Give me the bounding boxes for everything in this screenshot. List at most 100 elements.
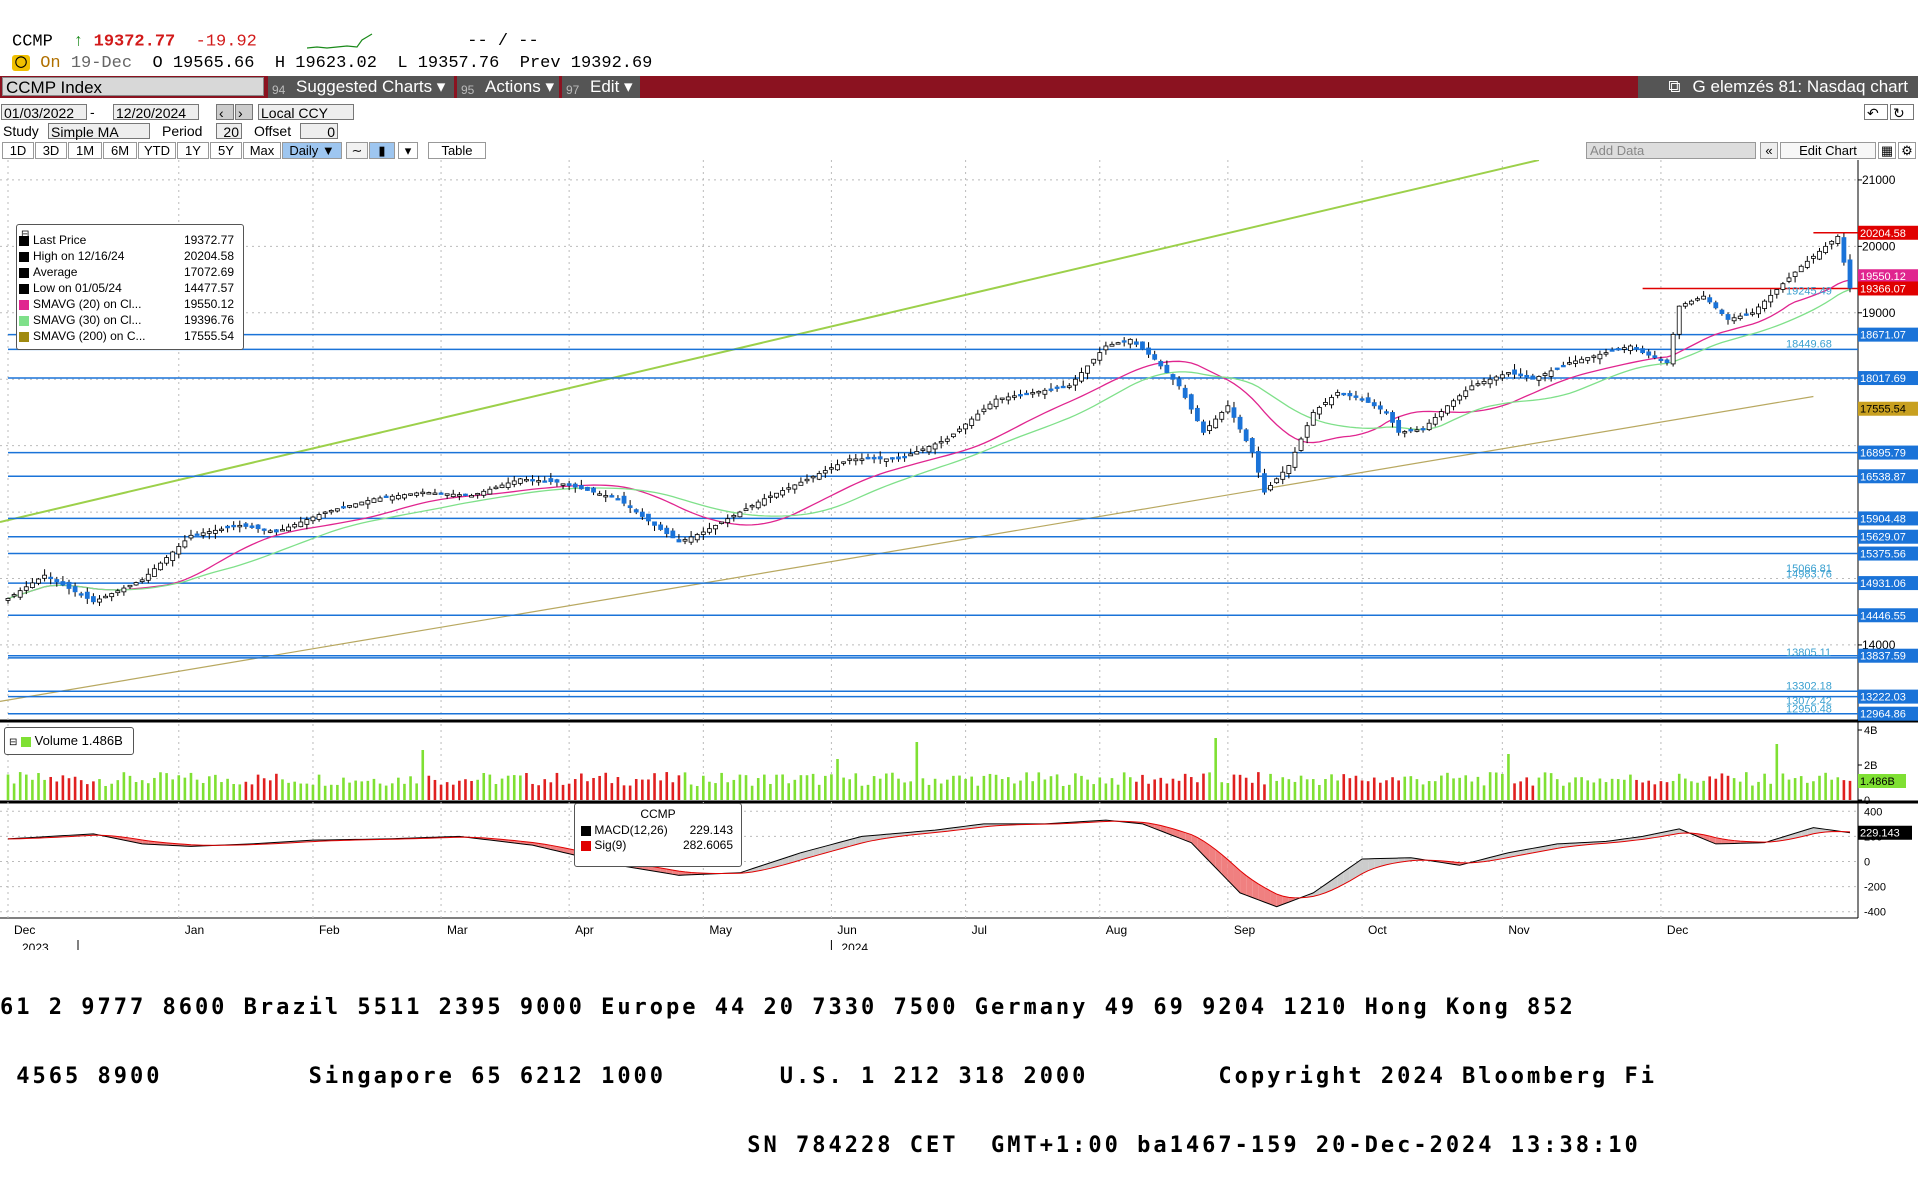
candle-body [1134, 342, 1138, 344]
candle-body [250, 526, 254, 528]
start-date-field[interactable]: 01/03/2022 [1, 104, 87, 120]
ticker: CCMP [12, 32, 53, 51]
chart-name[interactable]: ⧉G elemzés 81: Nasdaq chart [1638, 76, 1918, 98]
candle-body [244, 524, 248, 527]
candle-body [1439, 412, 1443, 417]
offset-input[interactable]: 0 [300, 123, 338, 139]
volume-bar [1306, 779, 1309, 800]
candle-body [1824, 246, 1828, 252]
candle-body [1555, 368, 1559, 370]
chart-settings-icon[interactable]: ▦ [1878, 142, 1896, 159]
macd-value: 229.143 [690, 823, 733, 837]
volume-legend[interactable]: ⊟ Volume 1.486B [4, 727, 134, 755]
volume-bar [1544, 772, 1547, 800]
volume-bar [769, 784, 772, 800]
candle-body [238, 525, 242, 527]
range-max[interactable]: Max [243, 142, 281, 159]
collapse-icon[interactable]: « [1760, 142, 1778, 159]
candle-body [1305, 426, 1309, 438]
legend-collapse-icon[interactable]: ⊟ [9, 737, 17, 748]
candle-body [366, 500, 370, 504]
legend-label: SMAVG (200) on C... [33, 329, 145, 343]
volume-bar [1257, 772, 1260, 800]
end-date-field[interactable]: 12/20/2024 [113, 104, 199, 120]
candle-body [1604, 353, 1608, 355]
candle-body [1086, 366, 1090, 373]
range-1y[interactable]: 1Y [177, 142, 209, 159]
table-button[interactable]: Table [428, 142, 486, 159]
volume-bar [415, 783, 418, 800]
add-data-field[interactable]: Add Data [1586, 142, 1756, 159]
volume-bar [739, 775, 742, 800]
volume-bar [1715, 779, 1718, 800]
candle-body [1500, 375, 1504, 378]
range-6m[interactable]: 6M [103, 142, 137, 159]
volume-bar [123, 772, 126, 800]
prev-arrow-icon[interactable]: ‹ [216, 104, 234, 120]
candle-body [1647, 352, 1651, 355]
edit-chart-button[interactable]: Edit Chart [1780, 142, 1876, 159]
volume-tick-label: 0 [1864, 795, 1870, 807]
candle-body [1506, 373, 1510, 375]
candle-body [1671, 334, 1675, 364]
range-1m[interactable]: 1M [68, 142, 102, 159]
volume-bar [1098, 777, 1101, 800]
volume-bar [1129, 777, 1132, 800]
volume-bar [171, 779, 174, 800]
range-5y[interactable]: 5Y [210, 142, 242, 159]
candle-body [1000, 398, 1004, 400]
volume-bar [1739, 782, 1742, 800]
volume-bar [726, 782, 729, 800]
volume-bar [281, 779, 284, 800]
volume-bar [1830, 780, 1833, 800]
candle-body [207, 532, 211, 534]
candle-body [433, 493, 437, 495]
volume-bar [537, 785, 540, 800]
volume-bar [397, 778, 400, 800]
gear-icon[interactable]: ⚙ [1898, 142, 1916, 159]
volume-bar [1288, 779, 1291, 800]
candle-body [1653, 356, 1657, 358]
volume-bar [299, 784, 302, 800]
macd-legend[interactable]: CCMP MACD(12,26) 229.143 Sig(9) 282.6065 [574, 803, 742, 867]
volume-bar [1849, 781, 1852, 800]
month-label: Dec [14, 923, 35, 937]
candle-body [274, 530, 278, 532]
frequency-select[interactable]: Daily ▼ [282, 142, 342, 159]
line-chart-icon[interactable]: ∼ [346, 142, 368, 159]
chart-type-dropdown-icon[interactable]: ▾ [398, 142, 418, 159]
price-change: -19.92 [196, 32, 257, 51]
candle-body [183, 541, 187, 547]
undo-icon[interactable]: ↶ [1864, 104, 1888, 120]
candle-chart-icon[interactable]: ▮ [369, 142, 395, 159]
candle-body [537, 481, 541, 483]
volume-bar [611, 783, 614, 800]
volume-bar [1318, 785, 1321, 800]
price-marker-label: 14446.55 [1860, 610, 1906, 622]
range-3d[interactable]: 3D [35, 142, 67, 159]
study-select[interactable]: Simple MA [48, 123, 150, 139]
period-input[interactable]: 20 [216, 123, 242, 139]
next-arrow-icon[interactable]: › [235, 104, 253, 120]
range-ytd[interactable]: YTD [138, 142, 176, 159]
candle-body [1171, 374, 1175, 379]
volume-bar [360, 781, 363, 800]
candle-body [1592, 356, 1596, 358]
refresh-icon[interactable]: ↻ [1890, 104, 1914, 120]
volume-bar [293, 782, 296, 800]
level-label: 13302.18 [1786, 680, 1832, 692]
security-field[interactable]: CCMP Index [2, 77, 264, 96]
range-1d[interactable]: 1D [2, 142, 34, 159]
volume-bar [1275, 781, 1278, 800]
month-label: Nov [1508, 923, 1529, 937]
candle-body [445, 494, 449, 496]
candle-body [549, 479, 553, 482]
currency-select[interactable]: Local CCY [258, 104, 354, 120]
volume-bar [1684, 779, 1687, 800]
